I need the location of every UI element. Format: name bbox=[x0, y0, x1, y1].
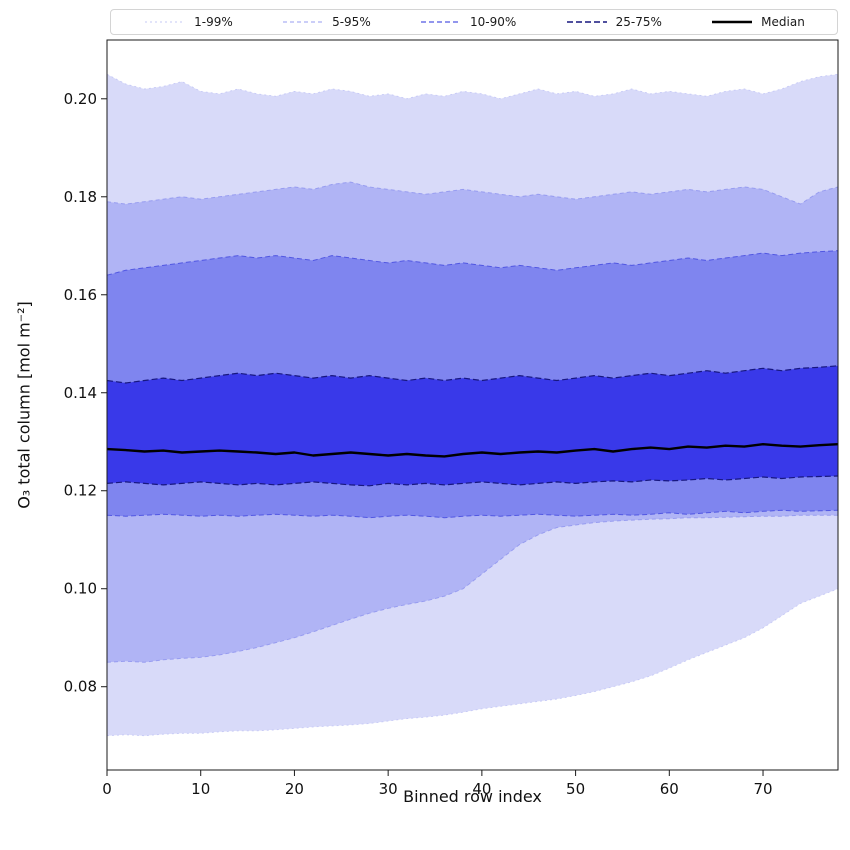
y-tick-label: 0.14 bbox=[64, 384, 97, 402]
legend-line-sample bbox=[712, 20, 753, 24]
y-tick-label: 0.18 bbox=[64, 188, 97, 206]
legend-item-25-75%: 25-75% bbox=[565, 15, 662, 29]
y-tick-label: 0.08 bbox=[64, 678, 97, 696]
y-tick-label: 0.12 bbox=[64, 482, 97, 500]
band-edge-p5 bbox=[106, 514, 838, 663]
legend-item-10-90%: 10-90% bbox=[419, 15, 516, 29]
x-tick-label: 30 bbox=[379, 780, 398, 798]
x-tick-label: 0 bbox=[102, 780, 112, 798]
legend-label: 10-90% bbox=[470, 15, 517, 29]
band-edge-p1 bbox=[106, 588, 839, 737]
legend-line-sample bbox=[145, 21, 186, 23]
median-line bbox=[106, 443, 839, 458]
legend-item-median: Median bbox=[710, 15, 805, 29]
y-axis-label: O₃ total column [mol m⁻²] bbox=[14, 301, 34, 509]
legend-label: 25-75% bbox=[615, 15, 662, 29]
x-tick-label: 10 bbox=[191, 780, 210, 798]
y-tick-label: 0.10 bbox=[64, 580, 97, 598]
legend-label: Median bbox=[761, 15, 805, 29]
x-tick-label: 40 bbox=[472, 780, 491, 798]
legend-item-5-95%: 5-95% bbox=[281, 15, 371, 29]
x-tick-label: 50 bbox=[566, 780, 585, 798]
plot-frame bbox=[106, 39, 839, 771]
x-tick-label: 20 bbox=[285, 780, 304, 798]
x-axis-label: Binned row index bbox=[403, 787, 542, 806]
legend-item-1-99%: 1-99% bbox=[143, 15, 233, 29]
legend: 1-99% 5-95% 10-90% 25-75% Median bbox=[110, 9, 838, 35]
band-edge-p90 bbox=[106, 250, 839, 276]
legend-label: 5-95% bbox=[332, 15, 371, 29]
x-tick-label: 60 bbox=[660, 780, 679, 798]
band-edge-p25 bbox=[106, 475, 839, 487]
y-tick-label: 0.20 bbox=[64, 90, 97, 108]
band-fill-25-75% bbox=[107, 365, 838, 486]
legend-line-sample bbox=[421, 21, 462, 23]
y-tick-label: 0.16 bbox=[64, 286, 97, 304]
legend-label: 1-99% bbox=[194, 15, 233, 29]
band-edge-p95 bbox=[106, 181, 839, 205]
band-edge-p10 bbox=[106, 509, 839, 519]
legend-line-sample bbox=[566, 21, 607, 23]
x-tick-label: 70 bbox=[753, 780, 772, 798]
band-edge-p75 bbox=[106, 365, 839, 384]
